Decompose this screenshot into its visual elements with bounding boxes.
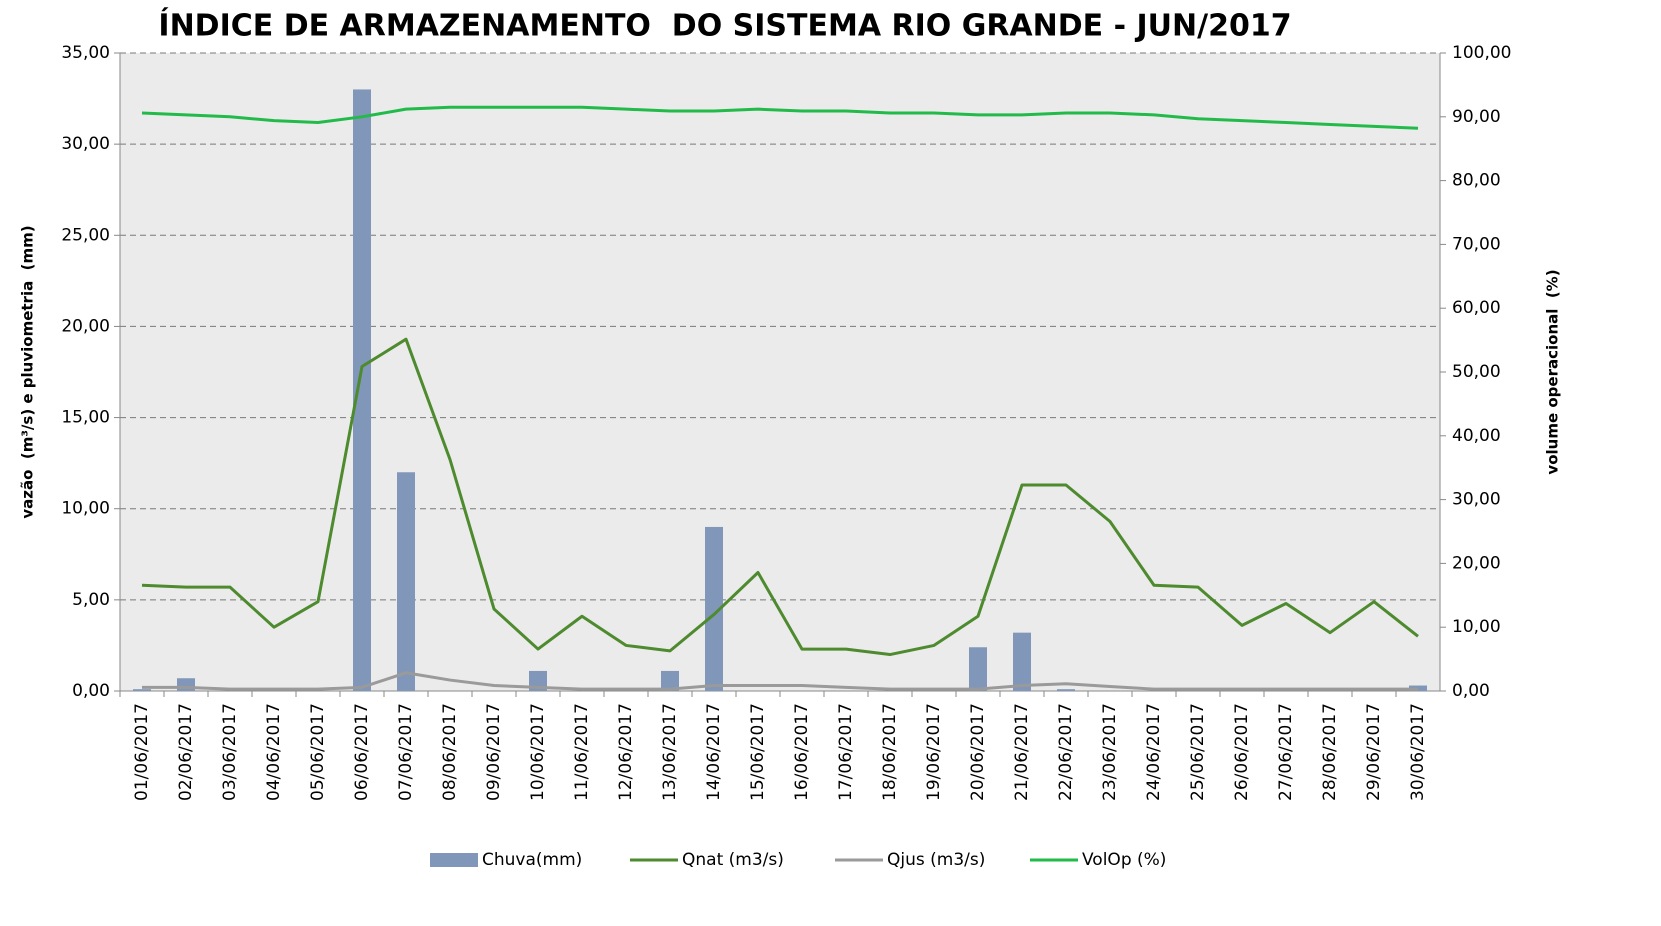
x-tick-label: 27/06/2017 [1276,703,1296,801]
y2-tick-label: 80,00 [1452,171,1501,191]
y-tick-label: 20,00 [61,316,110,336]
y2-tick-label: 30,00 [1452,490,1501,510]
x-tick-label: 04/06/2017 [264,703,284,801]
x-tick-label: 09/06/2017 [484,703,504,801]
legend-label: Chuva(mm) [482,850,582,870]
x-tick-label: 19/06/2017 [924,703,944,801]
y2-tick-label: 50,00 [1452,362,1501,382]
x-tick-label: 03/06/2017 [220,703,240,801]
y2-tick-label: 100,00 [1452,43,1511,63]
bar [133,689,151,691]
y2-tick-label: 10,00 [1452,617,1501,637]
line [141,337,1419,657]
chart-title: ÍNDICE DE ARMAZENAMENTO DO SISTEMA RIO G… [158,8,1291,44]
legend-swatch [430,853,478,867]
y2-tick-label: 40,00 [1452,426,1501,446]
y-tick-label: 30,00 [61,134,110,154]
bar [1013,632,1031,691]
plot-area [120,53,1440,691]
line [142,671,1418,691]
x-tick-label: 05/06/2017 [308,703,328,801]
y-tick-label: 10,00 [61,499,110,519]
x-tick-label: 12/06/2017 [616,703,636,801]
y-axis-label: vazão (m³/s) e pluviometria (mm) [19,225,37,518]
bar [397,472,415,691]
y2-tick-label: 60,00 [1452,298,1501,318]
y-tick-label: 15,00 [61,408,110,428]
y-tick-label: 0,00 [72,681,110,701]
x-tick-label: 02/06/2017 [176,703,196,801]
x-tick-label: 21/06/2017 [1012,703,1032,801]
x-tick-label: 17/06/2017 [836,703,856,801]
x-tick-label: 23/06/2017 [1100,703,1120,801]
x-tick-label: 14/06/2017 [704,703,724,801]
bar [969,647,987,691]
x-tick-label: 28/06/2017 [1320,703,1340,801]
x-tick-label: 06/06/2017 [352,703,372,801]
x-tick-label: 18/06/2017 [880,703,900,801]
line [141,105,1419,130]
x-tick-label: 24/06/2017 [1144,703,1164,801]
x-tick-label: 01/06/2017 [132,703,152,801]
x-tick-label: 07/06/2017 [396,703,416,801]
x-tick-label: 30/06/2017 [1408,703,1428,801]
y-tick-label: 5,00 [72,590,110,610]
y2-tick-label: 20,00 [1452,553,1501,573]
x-tick-label: 29/06/2017 [1364,703,1384,801]
y-tick-label: 35,00 [61,43,110,63]
x-tick-label: 08/06/2017 [440,703,460,801]
y-tick-label: 25,00 [61,225,110,245]
bar [1057,689,1075,691]
x-tick-label: 16/06/2017 [792,703,812,801]
x-tick-label: 20/06/2017 [968,703,988,801]
y2-tick-label: 0,00 [1452,681,1490,701]
y2-axis-label: volume operacional (%) [1544,269,1562,474]
x-tick-label: 11/06/2017 [572,703,592,801]
bar [661,670,679,691]
x-tick-label: 10/06/2017 [528,703,548,801]
x-tick-label: 15/06/2017 [748,703,768,801]
y2-tick-label: 90,00 [1452,107,1501,127]
legend-label: Qjus (m3/s) [887,850,985,870]
bar [705,526,723,691]
x-tick-label: 13/06/2017 [660,703,680,801]
x-tick-label: 25/06/2017 [1188,703,1208,801]
legend-label: VolOp (%) [1082,850,1166,870]
x-tick-label: 26/06/2017 [1232,703,1252,801]
y2-tick-label: 70,00 [1452,234,1501,254]
legend-label: Qnat (m3/s) [682,850,784,870]
bar [353,89,371,691]
x-tick-label: 22/06/2017 [1056,703,1076,801]
